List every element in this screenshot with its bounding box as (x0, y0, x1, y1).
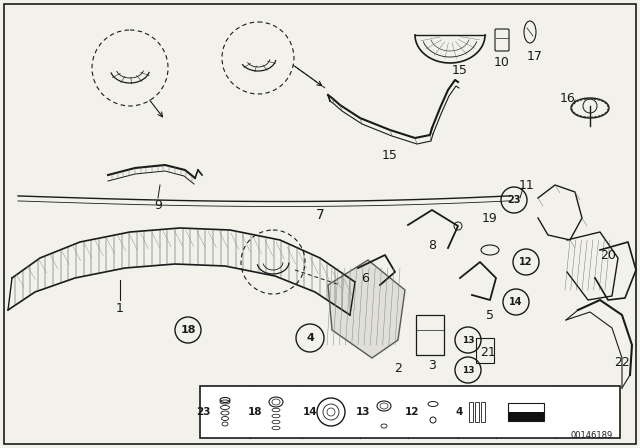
Text: 1: 1 (116, 302, 124, 314)
Text: 9: 9 (154, 198, 162, 211)
Text: 21: 21 (480, 345, 496, 358)
Text: 18: 18 (248, 407, 262, 417)
Text: 18: 18 (180, 325, 196, 335)
FancyBboxPatch shape (508, 412, 544, 421)
Text: 19: 19 (482, 211, 498, 224)
Text: 17: 17 (527, 49, 543, 63)
Text: 5: 5 (486, 309, 494, 322)
Text: 15: 15 (382, 148, 398, 161)
FancyBboxPatch shape (416, 315, 444, 355)
Text: 14: 14 (509, 297, 523, 307)
Text: 22: 22 (614, 356, 630, 369)
Text: 11: 11 (519, 178, 535, 191)
FancyBboxPatch shape (4, 4, 636, 444)
Text: 13: 13 (355, 407, 370, 417)
Text: 00146189: 00146189 (571, 431, 613, 440)
Text: 4: 4 (456, 407, 463, 417)
Text: 8: 8 (428, 238, 436, 251)
Text: 16: 16 (560, 91, 576, 104)
Text: 12: 12 (404, 407, 419, 417)
Text: 13: 13 (461, 336, 474, 345)
FancyBboxPatch shape (508, 403, 544, 421)
Text: 7: 7 (316, 208, 324, 222)
Text: 4: 4 (306, 333, 314, 343)
Text: 10: 10 (494, 56, 510, 69)
Text: 6: 6 (361, 271, 369, 284)
Text: 14: 14 (302, 407, 317, 417)
Text: 13: 13 (461, 366, 474, 375)
FancyBboxPatch shape (495, 29, 509, 51)
Text: 2: 2 (394, 362, 402, 375)
Text: 12: 12 (519, 257, 532, 267)
Text: 3: 3 (428, 358, 436, 371)
Text: 15: 15 (452, 64, 468, 77)
Text: 23: 23 (508, 195, 521, 205)
FancyBboxPatch shape (476, 338, 494, 363)
Text: 20: 20 (600, 249, 616, 262)
Polygon shape (328, 260, 405, 358)
Text: 23: 23 (196, 407, 211, 417)
FancyBboxPatch shape (200, 386, 620, 438)
